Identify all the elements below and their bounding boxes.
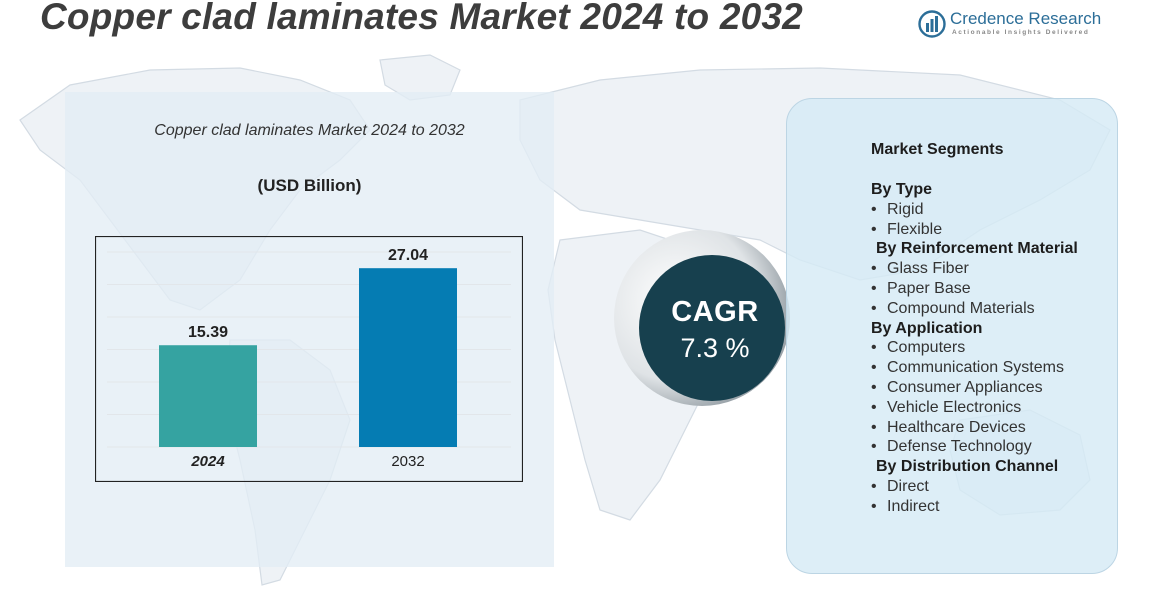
bullet-icon: • [871, 220, 877, 238]
segment-item-label: Direct [887, 477, 929, 495]
bullet-icon: • [871, 299, 877, 317]
segment-item-label: Healthcare Devices [887, 418, 1026, 436]
segment-item-label: Communication Systems [887, 359, 1064, 377]
data-label-2024: 15.39 [188, 324, 228, 341]
segments-title: Market Segments [871, 141, 1004, 158]
bullet-icon: • [871, 359, 877, 377]
segment-item: • Direct [871, 477, 1111, 497]
chart-frame [95, 236, 523, 482]
segment-item: • Communication Systems [871, 358, 1111, 378]
bullet-icon: • [871, 378, 877, 396]
segment-item: • Compound Materials [871, 299, 1111, 319]
data-label-2032: 27.04 [388, 247, 428, 264]
brand-logo[interactable]: Credence Research Actionable Insights De… [918, 8, 1118, 40]
bullet-icon: • [871, 398, 877, 416]
bullet-icon: • [871, 260, 877, 278]
segment-item-label: Indirect [887, 497, 940, 515]
bullet-icon: • [871, 339, 877, 357]
brand-name: Credence Research [950, 9, 1102, 28]
page-title: Copper clad laminates Market 2024 to 203… [40, 0, 803, 37]
bar-2032 [359, 268, 457, 447]
segment-item-label: Glass Fiber [887, 260, 969, 278]
segment-item-label: Consumer Appliances [887, 378, 1043, 396]
bullet-icon: • [871, 279, 877, 297]
segment-item: • Consumer Appliances [871, 378, 1111, 398]
bar-2024 [159, 345, 257, 447]
segment-item-label: Paper Base [887, 279, 971, 297]
segment-item-label: Defense Technology [887, 438, 1032, 456]
bullet-icon: • [871, 477, 877, 495]
bullet-icon: • [871, 497, 877, 515]
segments-list: By Type • Rigid • Flexible By Reinforcemen… [871, 180, 1111, 517]
brand-logo-icon [918, 10, 946, 38]
segment-item: • Flexible [871, 220, 1111, 240]
bullet-icon: • [871, 418, 877, 436]
cagr-value: 7.3 % [680, 333, 750, 363]
segment-heading-application: By Application [871, 319, 983, 337]
chart-panel: Copper clad laminates Market 2024 to 203… [65, 92, 554, 567]
bullet-icon: • [871, 200, 877, 218]
segment-item-label: Vehicle Electronics [887, 398, 1022, 416]
segment-heading-distribution: By Distribution Channel [876, 458, 1059, 476]
x-tick-2024: 2024 [190, 453, 225, 470]
cagr-badge [614, 230, 790, 406]
segment-heading-type: By Type [871, 181, 933, 198]
segment-item-label: Flexible [887, 220, 943, 238]
segment-item-label: Rigid [887, 200, 924, 218]
segment-item: • Defense Technology [871, 437, 1111, 457]
chart-title: Copper clad laminates Market 2024 to 203… [154, 122, 465, 139]
bar-chart: 15.39 2024 27.04 2032 [95, 236, 523, 482]
segment-item-label: Computers [887, 339, 966, 357]
segment-item: • Healthcare Devices [871, 418, 1111, 438]
segment-heading-reinforcement: By Reinforcement Material [876, 240, 1078, 258]
segment-item: • Vehicle Electronics [871, 398, 1111, 418]
segment-item: • Glass Fiber [871, 259, 1111, 279]
chart-unit: (USD Billion) [257, 176, 362, 195]
segment-item: • Paper Base [871, 279, 1111, 299]
segment-item: • Indirect [871, 497, 1111, 517]
brand-tagline: Actionable Insights Delivered [952, 29, 1090, 36]
segment-item-label: Compound Materials [887, 299, 1035, 317]
segment-item: • Computers [871, 338, 1111, 358]
segment-item: • Rigid [871, 200, 1111, 220]
cagr-label: CAGR [671, 296, 759, 328]
bullet-icon: • [871, 438, 877, 456]
segments-panel: Market Segments By Type • Rigid • Flexible… [786, 98, 1118, 574]
x-tick-2032: 2032 [391, 453, 424, 470]
